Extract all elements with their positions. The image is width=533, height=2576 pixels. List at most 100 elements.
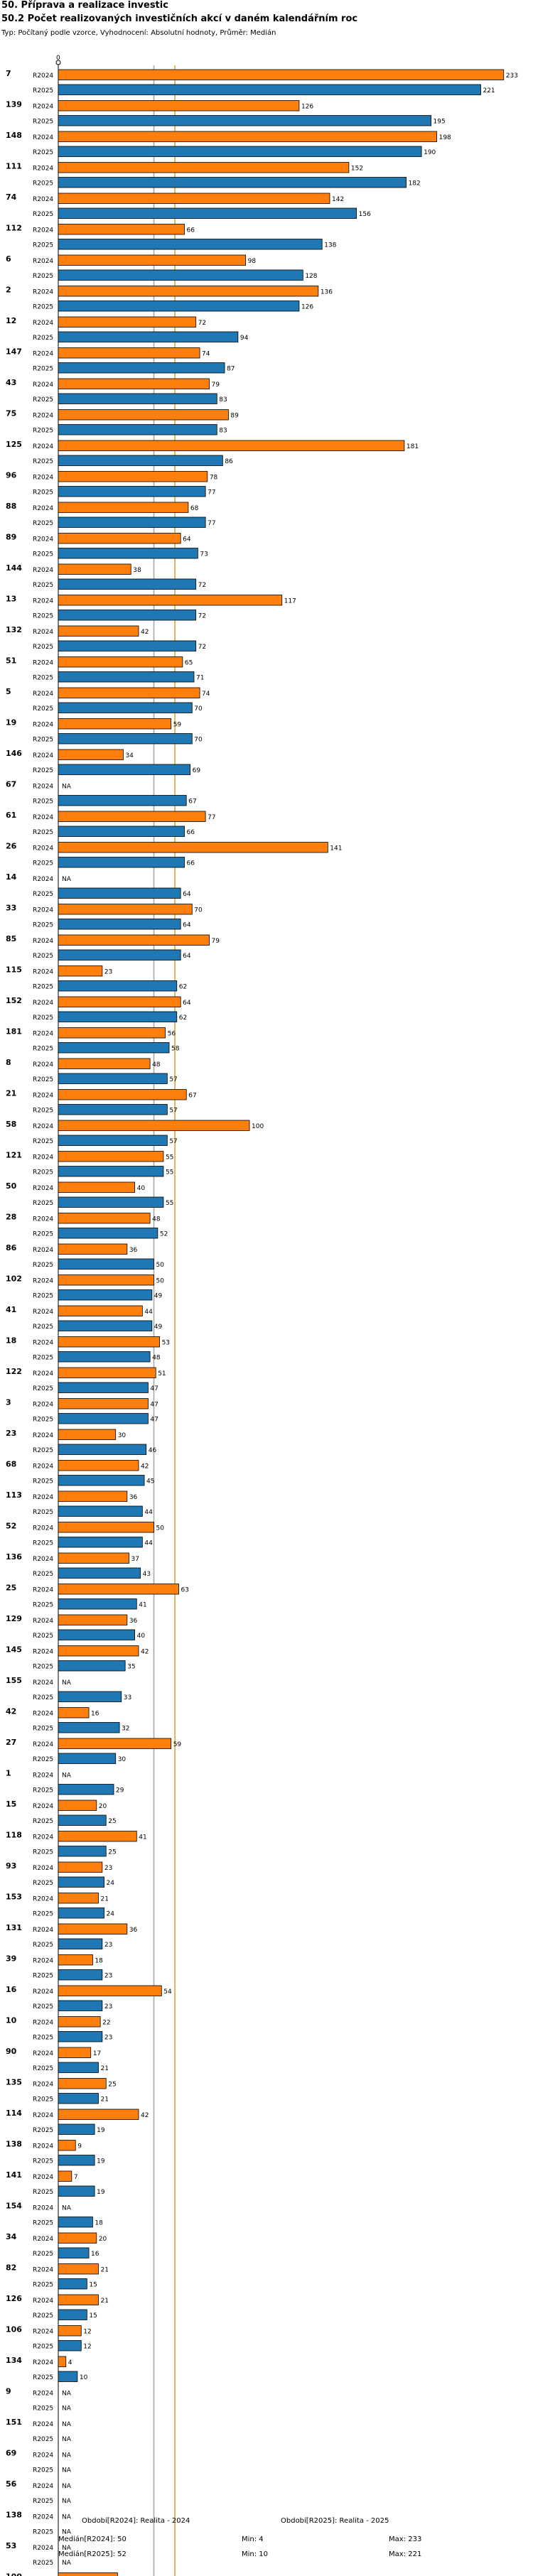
bar-value-label: 64 bbox=[183, 953, 191, 960]
series-label: R2024 bbox=[33, 2112, 53, 2119]
series-label: R2025 bbox=[33, 242, 53, 249]
series-label: R2025 bbox=[33, 2158, 53, 2165]
series-label: R2025 bbox=[33, 2096, 53, 2104]
bar-value-label: 42 bbox=[141, 2112, 149, 2119]
bar-value-label: 34 bbox=[125, 752, 134, 759]
series-label: R2024 bbox=[33, 2236, 53, 2243]
bar-value-label: 57 bbox=[169, 1138, 177, 1145]
category-label: 6 bbox=[6, 254, 11, 264]
bar-r2024 bbox=[58, 1151, 164, 1162]
bar-value-label: 37 bbox=[131, 1556, 139, 1563]
bar-r2025 bbox=[58, 548, 198, 559]
bar-r2025 bbox=[58, 1228, 158, 1239]
bar-value-label: 52 bbox=[160, 1231, 168, 1238]
bar-value-label: 72 bbox=[198, 644, 206, 651]
bar-value-label: 181 bbox=[407, 443, 419, 450]
bar-r2024 bbox=[58, 1120, 250, 1131]
bar-value-label: 62 bbox=[179, 1014, 187, 1022]
bar-value-label: 40 bbox=[137, 1633, 146, 1640]
category-label: 144 bbox=[6, 563, 22, 573]
bar-r2024 bbox=[58, 2016, 101, 2028]
bar-r2025 bbox=[58, 1104, 168, 1115]
bar-value-label: 89 bbox=[230, 413, 239, 420]
category-label: 82 bbox=[6, 2263, 16, 2273]
na-label: NA bbox=[62, 1773, 72, 1780]
bar-value-label: 156 bbox=[359, 211, 371, 218]
bar-r2024 bbox=[58, 1584, 179, 1595]
series-label: R2025 bbox=[33, 273, 53, 280]
bar-value-label: 100 bbox=[252, 1123, 264, 1130]
bar-value-label: 66 bbox=[187, 860, 195, 867]
series-label: R2024 bbox=[33, 166, 53, 173]
bar-value-label: 12 bbox=[83, 2329, 91, 2336]
bar-value-label: 49 bbox=[154, 1293, 163, 1300]
bar-value-label: 69 bbox=[193, 767, 201, 774]
series-label: R2024 bbox=[33, 2050, 53, 2057]
series-label: R2025 bbox=[33, 1014, 53, 1022]
bar-r2024 bbox=[58, 904, 193, 915]
category-label: 75 bbox=[6, 409, 16, 418]
series-label: R2024 bbox=[33, 2483, 53, 2490]
bar-value-label: 36 bbox=[129, 1247, 138, 1254]
bar-value-label: 77 bbox=[208, 520, 215, 527]
series-label: R2025 bbox=[33, 1385, 53, 1392]
bar-value-label: 25 bbox=[108, 2082, 116, 2089]
na-label: NA bbox=[62, 876, 72, 883]
series-label: R2025 bbox=[33, 1108, 53, 1115]
category-label: 25 bbox=[6, 1584, 16, 1593]
bar-value-label: 65 bbox=[185, 660, 193, 667]
bar-r2025 bbox=[58, 2155, 95, 2166]
series-label: R2025 bbox=[33, 458, 53, 465]
bar-r2025 bbox=[58, 1876, 104, 1888]
category-label: 93 bbox=[6, 1861, 16, 1871]
bar-r2025 bbox=[58, 2247, 90, 2258]
bar-r2024 bbox=[58, 347, 200, 359]
category-label: 122 bbox=[6, 1367, 22, 1376]
category-label: 56 bbox=[6, 2479, 17, 2489]
na-label: NA bbox=[62, 2514, 72, 2521]
bar-value-label: 43 bbox=[143, 1571, 151, 1578]
bar-r2024 bbox=[58, 1460, 139, 1471]
series-label: R2025 bbox=[33, 396, 53, 404]
bar-value-label: 66 bbox=[187, 829, 195, 836]
series-label: R2024 bbox=[33, 227, 53, 234]
series-label: R2025 bbox=[33, 2560, 53, 2567]
bar-r2025 bbox=[58, 610, 197, 621]
series-label: R2024 bbox=[33, 1896, 53, 1903]
chart-subtitle: 50.2 Počet realizovaných investičních ak… bbox=[1, 13, 358, 24]
na-label: NA bbox=[62, 784, 72, 791]
series-label: R2025 bbox=[33, 520, 53, 527]
bar-r2025 bbox=[58, 1753, 117, 1764]
series-label: R2024 bbox=[33, 2359, 53, 2366]
category-label: 147 bbox=[6, 347, 22, 357]
series-label: R2024 bbox=[33, 938, 53, 945]
bar-r2025 bbox=[58, 516, 206, 528]
bar-r2024 bbox=[58, 502, 189, 513]
bar-value-label: 18 bbox=[95, 2220, 103, 2227]
bar-value-label: 23 bbox=[104, 1973, 112, 1980]
bar-r2025 bbox=[58, 2123, 95, 2135]
bar-r2024 bbox=[58, 1707, 90, 1719]
bar-r2024 bbox=[58, 625, 139, 637]
series-label: R2024 bbox=[33, 1741, 53, 1748]
bar-r2024 bbox=[58, 1800, 97, 1811]
category-label: 7 bbox=[6, 69, 11, 78]
bar-r2025 bbox=[58, 455, 223, 466]
bar-value-label: 21 bbox=[100, 2065, 108, 2072]
category-label: 148 bbox=[6, 131, 22, 140]
bar-value-label: 64 bbox=[183, 922, 191, 929]
bar-value-label: 23 bbox=[104, 1942, 112, 1949]
bar-value-label: 136 bbox=[321, 289, 333, 296]
bar-r2024 bbox=[58, 1893, 99, 1904]
series-label: R2025 bbox=[33, 1540, 53, 1547]
category-label: 135 bbox=[6, 2078, 22, 2087]
bar-r2025 bbox=[58, 1135, 168, 1146]
bar-r2025 bbox=[58, 795, 187, 806]
category-label: 121 bbox=[6, 1151, 22, 1160]
bar-r2025 bbox=[58, 269, 303, 281]
bar-value-label: 63 bbox=[181, 1587, 188, 1594]
bar-r2025 bbox=[58, 177, 407, 188]
series-label: R2025 bbox=[33, 1849, 53, 1856]
series-label: R2024 bbox=[33, 351, 53, 358]
bar-r2024 bbox=[58, 811, 206, 822]
